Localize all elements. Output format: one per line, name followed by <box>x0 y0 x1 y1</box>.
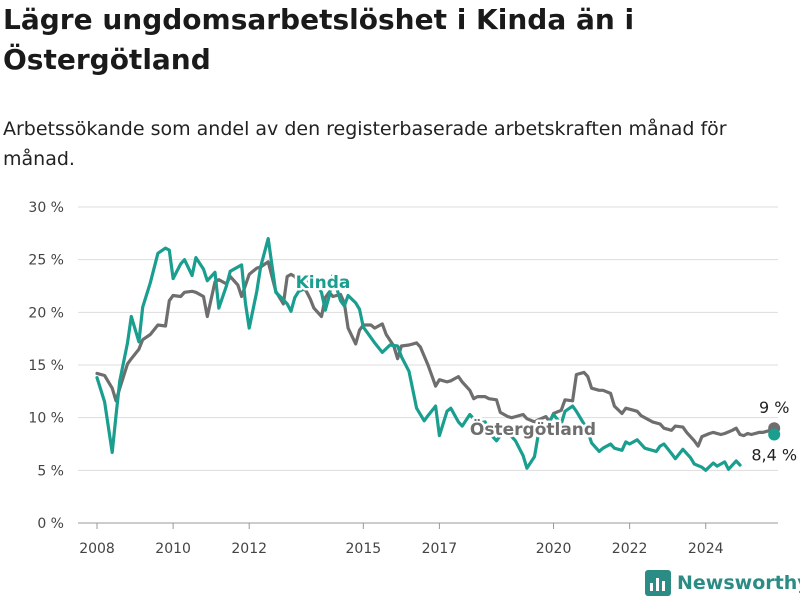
series-line-kinda <box>95 237 742 472</box>
y-tick-label: 5 % <box>37 463 64 479</box>
end-value-label-kinda: 8,4 % <box>751 446 797 465</box>
x-tick-label: 2010 <box>155 541 191 557</box>
y-tick-label: 20 % <box>28 305 64 321</box>
y-tick-label: 0 % <box>37 516 64 532</box>
x-tick-label: 2017 <box>422 541 458 557</box>
series-line-ostergotland <box>95 260 776 448</box>
brand-name: Newsworthy <box>677 572 800 594</box>
x-axis-ticks: 2008 2010 2012 2015 2017 2020 2022 2024 <box>79 523 724 557</box>
chart-subtitle: Arbetssökande som andel av den registerb… <box>3 118 727 170</box>
x-tick-label: 2022 <box>612 541 648 557</box>
y-tick-label: 30 % <box>28 200 64 216</box>
chart-title: Lägre ungdomsarbetslöshet i Kinda än i Ö… <box>3 3 635 76</box>
x-tick-label: 2015 <box>346 541 382 557</box>
end-value-label-ostergotland: 9 % <box>759 398 789 417</box>
series-lines <box>95 237 776 472</box>
bar-chart-icon <box>645 570 671 596</box>
series-label-ostergotland: Östergötland <box>470 418 596 440</box>
y-tick-label: 25 % <box>28 253 64 269</box>
x-tick-label: 2020 <box>536 541 572 557</box>
x-tick-label: 2012 <box>231 541 267 557</box>
x-tick-label: 2008 <box>79 541 115 557</box>
y-tick-label: 15 % <box>28 358 64 374</box>
end-points: 9 % 8,4 % <box>749 396 799 466</box>
newsworthy-logo: Newsworthy <box>645 569 800 597</box>
line-chart: 0 %5 %10 %15 %20 %25 %30 % 2008 2010 2012 2… <box>28 200 799 557</box>
end-point-kinda <box>768 428 781 441</box>
series-label-kinda: Kinda <box>296 273 351 293</box>
x-tick-label: 2024 <box>688 541 724 557</box>
y-tick-label: 10 % <box>28 411 64 427</box>
series-labels: Kinda Östergötland <box>293 271 598 443</box>
y-axis-ticks: 0 % 5 % 10 % 15 % 20 % 25 % 30 % <box>28 200 64 532</box>
